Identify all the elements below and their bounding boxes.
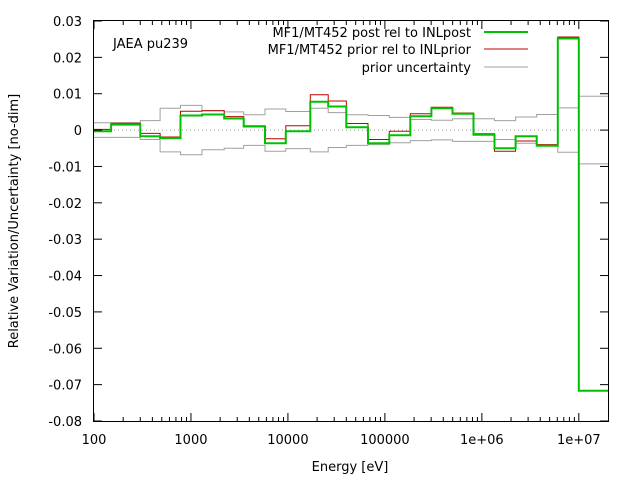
y-tick-label: -0.05 bbox=[48, 306, 82, 321]
y-tick-label: -0.02 bbox=[48, 197, 82, 212]
legend-label: MF1/MT452 post rel to INLpost bbox=[272, 26, 471, 41]
x-tick-label: 1e+07 bbox=[557, 433, 601, 448]
x-tick-label: 1e+06 bbox=[460, 433, 504, 448]
legend-label: MF1/MT452 prior rel to INLprior bbox=[268, 43, 472, 58]
legend-label: prior uncertainty bbox=[362, 61, 472, 76]
y-tick-label: -0.06 bbox=[48, 342, 82, 357]
x-tick-label: 1000 bbox=[174, 433, 207, 448]
annotation-label: JAEA pu239 bbox=[112, 37, 188, 52]
series-prior-uncertainty-upper-line bbox=[94, 95, 608, 124]
x-tick-label: 100000 bbox=[360, 433, 410, 448]
series-post-line bbox=[94, 37, 608, 392]
x-tick-label: 100 bbox=[82, 433, 107, 448]
y-tick-label: 0.02 bbox=[53, 51, 82, 66]
y-tick-label: -0.07 bbox=[48, 379, 82, 394]
y-tick-label: 0 bbox=[74, 124, 82, 139]
series-prior-line bbox=[94, 36, 608, 392]
x-tick-label: 10000 bbox=[267, 433, 308, 448]
y-tick-label: 0.01 bbox=[53, 88, 82, 103]
y-tick-label: -0.01 bbox=[48, 160, 82, 175]
y-tick-label: -0.04 bbox=[48, 270, 82, 285]
y-tick-label: -0.03 bbox=[48, 233, 82, 248]
y-tick-label: -0.08 bbox=[48, 415, 82, 430]
plot-frame bbox=[93, 20, 609, 422]
y-tick-label: 0.03 bbox=[53, 15, 82, 30]
x-axis-label: Energy [eV] bbox=[312, 460, 389, 475]
y-axis-label: Relative Variation/Uncertainty [no-dim] bbox=[7, 94, 22, 349]
